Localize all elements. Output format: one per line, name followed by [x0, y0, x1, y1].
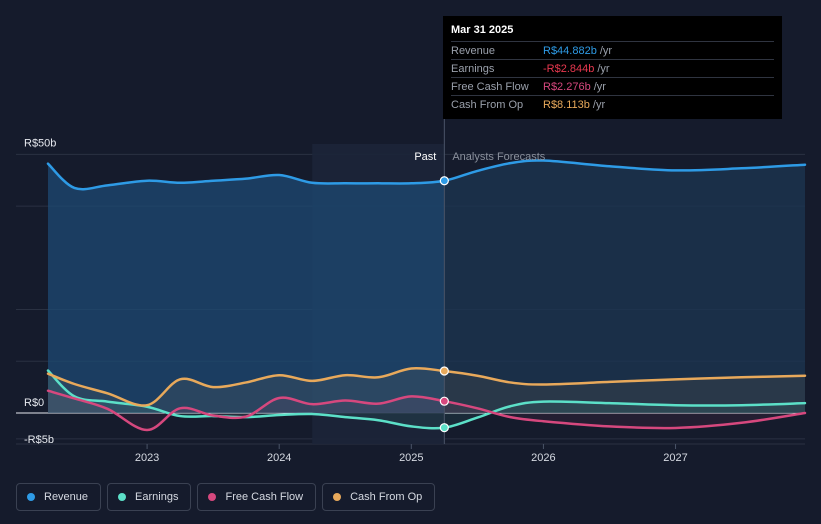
tooltip-unit: /yr	[597, 62, 610, 75]
revenue-marker[interactable]	[439, 176, 449, 186]
cash-from-op-area	[48, 368, 805, 413]
tooltip-value: R$2.276b	[543, 80, 591, 93]
earnings-line	[46, 369, 807, 430]
legend-dot-icon	[27, 493, 35, 501]
series-fills	[48, 160, 805, 431]
legend-item-free-cash-flow[interactable]: Free Cash Flow	[197, 483, 317, 511]
y-tick-label: -R$5b	[24, 434, 54, 446]
free-cash-flow-line	[46, 389, 807, 432]
tooltip-value: R$8.113b	[543, 98, 590, 111]
legend-item-revenue[interactable]: Revenue	[16, 483, 102, 511]
legend-dot-icon	[118, 493, 127, 501]
series-markers	[439, 176, 449, 433]
x-tick-label: 2023	[135, 452, 159, 464]
tooltip-rows: Revenue R$44.882b/yr Earnings -R$2.844b/yr F…	[451, 41, 774, 113]
y-axis-ticks: R$50b R$0 -R$5b	[24, 137, 56, 445]
tooltip-key: Free Cash Flow	[451, 80, 529, 93]
tooltip-value: -R$2.844b	[543, 62, 595, 75]
legend-dot-icon	[208, 493, 217, 501]
legend-label: Free Cash Flow	[225, 491, 304, 503]
cash-from-op-line	[46, 366, 807, 407]
legend-label: Cash From Op	[350, 491, 423, 503]
legend-label: Earnings	[135, 491, 179, 503]
x-tick-label: 2025	[399, 452, 423, 464]
x-tick-label: 2027	[663, 452, 687, 464]
forecast-label: Analysts Forecasts	[452, 151, 545, 163]
x-tick-label: 2026	[531, 452, 555, 464]
tooltip-key: Earnings	[451, 62, 495, 75]
tooltip-row-free-cash-flow: Free Cash Flow R$2.276b/yr	[451, 77, 774, 95]
tooltip-row-cash-from-op: Cash From Op R$8.113b/yr	[451, 95, 774, 113]
legend-label: Revenue	[44, 491, 89, 503]
tooltip-unit: /yr	[593, 80, 606, 93]
x-tick-label: 2024	[267, 452, 291, 464]
revenue-area-forecast	[444, 160, 805, 413]
tooltip-unit: /yr	[599, 44, 613, 57]
free-cash-flow-marker[interactable]	[439, 396, 449, 406]
revenue-area-past	[48, 163, 445, 413]
tooltip-key: Revenue	[451, 44, 496, 57]
revenue-line	[46, 159, 807, 191]
cash-from-op-marker[interactable]	[439, 366, 449, 376]
legend-item-cash-from-op[interactable]: Cash From Op	[322, 483, 436, 511]
tooltip-row-earnings: Earnings -R$2.844b/yr	[451, 59, 774, 77]
tooltip-date: Mar 31 2025	[451, 24, 514, 36]
earnings-area	[48, 370, 805, 429]
tooltip-unit: /yr	[592, 98, 606, 111]
tooltip-value: R$44.882b	[543, 44, 597, 57]
y-tick-label: R$50b	[24, 137, 56, 149]
legend-dot-icon	[333, 493, 342, 501]
x-axis-ticks: 2023 2024 2025 2026 2027	[135, 444, 688, 464]
legend-item-earnings[interactable]: Earnings	[107, 483, 192, 511]
free-cash-flow-area	[48, 390, 805, 431]
chart-legend: Revenue Earnings Free Cash Flow Cash From O…	[16, 483, 436, 511]
past-label: Past	[414, 151, 436, 163]
tooltip-key: Cash From Op	[451, 98, 524, 111]
earnings-marker[interactable]	[439, 423, 449, 433]
y-tick-label: R$0	[24, 397, 44, 409]
data-tooltip: Mar 31 2025 Revenue R$44.882b/yr Earnings -…	[443, 16, 782, 119]
series-lines	[46, 159, 807, 432]
tooltip-row-revenue: Revenue R$44.882b/yr	[451, 41, 774, 59]
